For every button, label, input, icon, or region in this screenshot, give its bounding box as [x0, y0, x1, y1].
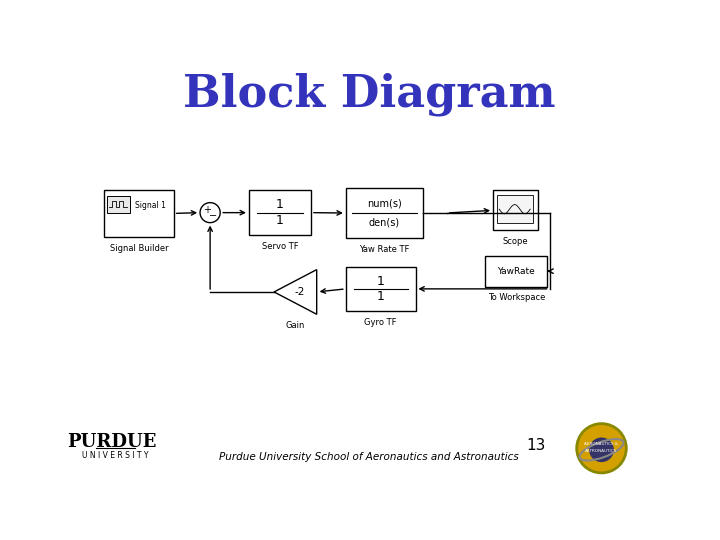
Bar	[485, 256, 547, 287]
Text: Signal 1: Signal 1	[135, 201, 166, 210]
Text: Signal Builder: Signal Builder	[109, 244, 168, 253]
Text: U N I V E R S I T Y: U N I V E R S I T Y	[82, 451, 149, 460]
Bar	[346, 267, 415, 311]
Text: Block Diagram: Block Diagram	[183, 72, 555, 116]
Circle shape	[577, 423, 626, 473]
Text: Gain: Gain	[286, 321, 305, 330]
Text: AERONAUTICS &: AERONAUTICS &	[585, 442, 618, 446]
Circle shape	[586, 434, 617, 465]
Bar	[107, 197, 130, 213]
Text: Servo TF: Servo TF	[261, 242, 298, 251]
Text: 1: 1	[377, 275, 384, 288]
Text: 1: 1	[377, 290, 384, 303]
Text: PURDUE: PURDUE	[67, 433, 156, 451]
Text: Purdue University School of Aeronautics and Astronautics: Purdue University School of Aeronautics …	[219, 453, 519, 462]
Text: 13: 13	[526, 438, 545, 454]
Text: num(s): num(s)	[367, 199, 402, 209]
Text: -2: -2	[294, 287, 305, 297]
Text: YawRate: YawRate	[498, 267, 535, 275]
Text: 1: 1	[276, 198, 284, 212]
Bar	[346, 188, 423, 238]
Text: To Workspace: To Workspace	[487, 294, 545, 302]
Bar	[497, 195, 533, 224]
Bar	[493, 190, 538, 231]
Text: +: +	[203, 205, 211, 215]
Text: 1: 1	[276, 214, 284, 227]
Text: Scope: Scope	[503, 237, 528, 246]
Text: −: −	[210, 211, 217, 221]
Polygon shape	[274, 269, 317, 314]
Circle shape	[200, 202, 220, 222]
Text: den(s): den(s)	[369, 217, 400, 227]
Text: ASTRONAUTICS: ASTRONAUTICS	[585, 449, 618, 454]
Text: Gyro TF: Gyro TF	[364, 318, 397, 327]
Bar	[249, 190, 311, 235]
Bar	[104, 190, 174, 237]
Circle shape	[589, 437, 614, 462]
Text: Yaw Rate TF: Yaw Rate TF	[359, 245, 410, 254]
